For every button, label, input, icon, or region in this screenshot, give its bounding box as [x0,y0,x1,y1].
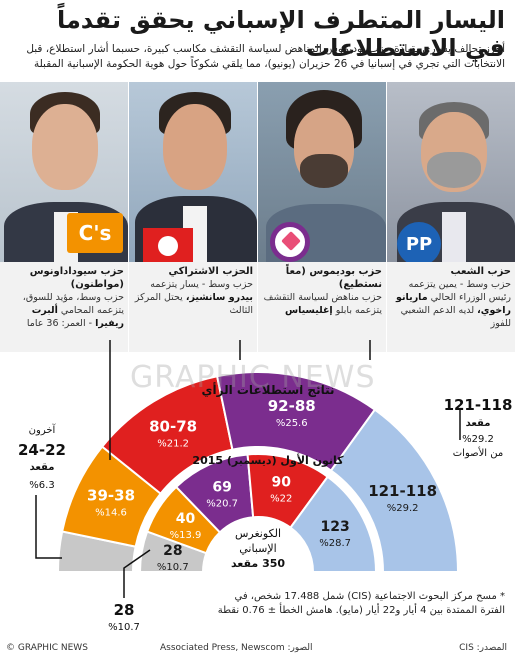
others-name: آخرون [29,423,57,436]
center-label-3: 350 مقعد [231,557,285,570]
seats-label: 69 [212,479,231,495]
pp-logo: PP [397,222,441,266]
center-label-1: الكونغرس [235,527,281,540]
intro-text: أحرز تحالف يساري بقيادة حزب بوديموس المن… [26,43,505,70]
leader-photos [0,82,515,262]
party-name-podemos: حزب بوديموس (معاً نستطيع) [285,266,382,290]
others-seats-label: مقعد [30,462,55,473]
slice-ring0-4 [329,408,460,573]
dec-title: كانون الأول (ديسمبر) 2015 [192,453,344,467]
party-desc-cs: حزب وسط، مؤيد للسوق، يتزعمه المحامي [22,292,124,316]
others-seats: 24-22 [18,441,66,459]
party-info-psoe: الحزب الاشتراكي حزب وسط - يسار يتزعمه بي… [129,262,257,352]
party-leader-pp: ماريانو راخوي، [396,292,511,316]
party-desc2-pp: لديه الدعم الشعبي للفوز [400,305,511,329]
pct-label: %13.9 [170,530,202,541]
pct-label: %22 [270,494,292,505]
center-label-2: الإسباني [239,542,276,555]
seats-label: 121-118 [368,482,437,500]
pp-seats: 121-118 [444,396,513,414]
seats-label: 40 [176,511,196,527]
pct-label: %10.7 [157,562,189,573]
parliament-chart: 39-38 %14.6 80-78 %21.2 92-88 %25.6 121-118 %29… [18,340,513,633]
party-desc2-psoe: يحتل المركز الثالث [134,292,253,316]
dec-others-pct: %10.7 [108,622,140,633]
seats-label: 28 [163,543,182,559]
pp-pct: %29.2 [462,434,494,445]
party-desc-psoe: حزب وسط - يسار يتزعمه [150,279,253,290]
party-leader-psoe: بيدرو سانشيز، [185,292,253,303]
party-desc-pp: حزب وسط - يمين يتزعمه رئيس الوزراء الحال… [408,279,511,303]
rose-icon [158,236,178,256]
seats-label: 123 [321,519,350,535]
party-leader-cs: ألبرت ريفيرا [31,305,124,329]
pct-label: %28.7 [319,538,351,549]
party-info-cs: حزب سيوداداونوس (مواطنون) حزب وسط، مؤيد … [0,262,128,352]
podemos-logo [270,222,310,262]
footer-photos: الصور: Associated Press, Newscom [160,643,313,653]
dec-others-callout-line [123,549,151,598]
photo-sanchez [129,82,257,262]
footer-source: المصدر: CIS [459,643,507,653]
pct-label: %20.7 [206,498,238,509]
pct-label: %14.6 [95,508,127,519]
party-info-pp: حزب الشعب حزب وسط - يمين يتزعمه رئيس الو… [387,262,515,352]
seats-label: 92-88 [268,397,316,415]
seats-label: 80-78 [149,417,197,435]
footer-credit: © GRAPHIC NEWS [6,643,88,653]
others-callout-line [35,495,62,559]
heart-icon [281,231,301,251]
party-info-podemos: حزب بوديموس (معاً نستطيع) حزب مناهض لسيا… [258,262,386,352]
slice-ring1-4 [289,475,378,573]
pp-extra: من الأصوات [453,446,503,459]
pp-seats-label: مقعد [466,418,491,429]
cs-logo-text: C's [78,221,112,245]
page-title: اليسار المتطرف الإسباني يحقق تقدماً في ا… [56,6,505,62]
party-leader-podemos: إغليسياس [284,305,333,316]
seats-label: 39-38 [87,487,135,505]
pct-label: %25.6 [276,418,308,429]
pct-label: %29.2 [387,503,419,514]
party-name-pp: حزب الشعب [450,266,511,277]
party-desc2-cs: - العمر: 36 عاما [26,318,93,329]
party-name-psoe: الحزب الاشتراكي [168,266,253,277]
pp-logo-text: PP [405,233,433,255]
dec-others-seats: 28 [114,601,135,619]
cs-logo: C's [67,213,123,253]
pct-label: %21.2 [157,438,189,449]
others-pct: %6.3 [29,480,54,491]
party-name-cs: حزب سيوداداونوس (مواطنون) [29,266,124,290]
party-desc-podemos: حزب مناهض لسياسة التقشف يتزعمه بابلو [263,292,382,316]
survey-note: * مسح مركز البحوث الاجتماعية (CIS) شمل 1… [217,591,505,616]
photo-rajoy [387,82,515,262]
poll-title: نتائج استطلاعات الرأي [202,382,335,397]
seats-label: 90 [271,475,291,491]
